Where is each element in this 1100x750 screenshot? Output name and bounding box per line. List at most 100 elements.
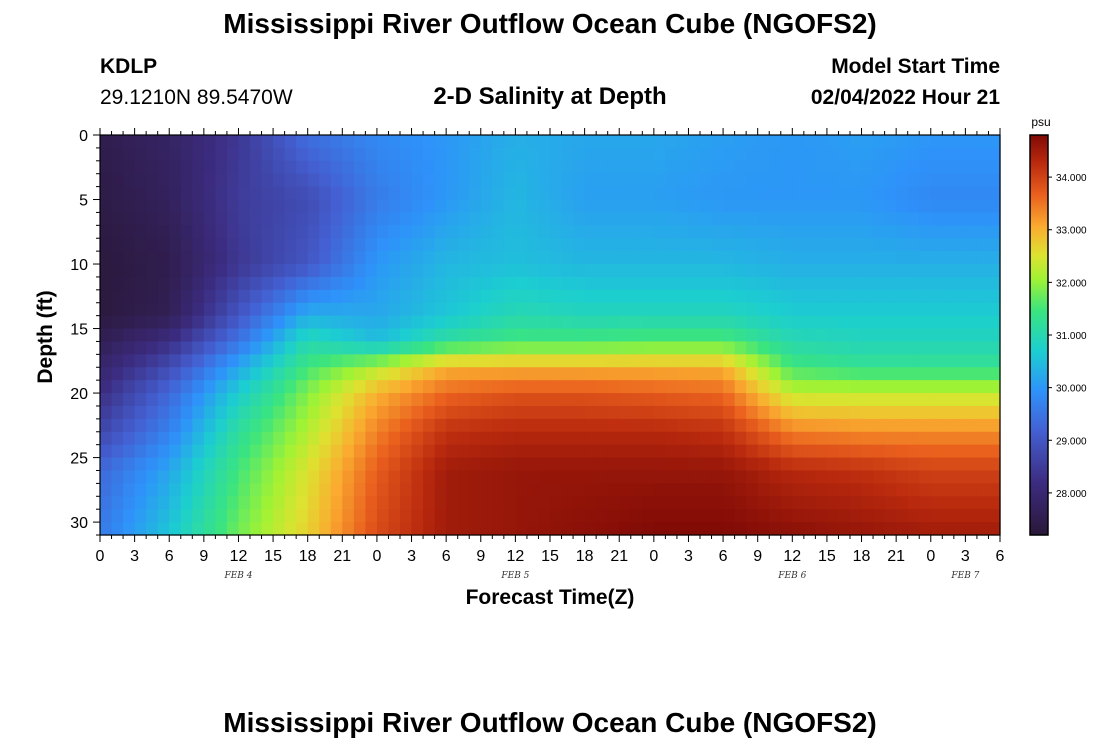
heatmap-cell (873, 199, 886, 214)
heatmap-cell (665, 276, 678, 291)
heatmap-cell (642, 289, 655, 304)
heatmap-cell (284, 251, 297, 265)
heatmap-cell (896, 367, 909, 381)
heatmap-cell (907, 315, 920, 330)
heatmap-cell (515, 367, 528, 381)
heatmap-cell (296, 238, 309, 252)
heatmap-cell (365, 160, 378, 175)
heatmap-cell (226, 354, 240, 368)
heatmap-cell (515, 135, 528, 149)
heatmap-cell (700, 302, 713, 317)
heatmap-cell (873, 405, 886, 420)
heatmap-cell (353, 444, 366, 459)
heatmap-cell (584, 315, 597, 330)
heatmap-cell (353, 160, 366, 175)
heatmap-cell (180, 276, 193, 291)
heatmap-cell (330, 457, 343, 472)
heatmap-cell (573, 276, 586, 291)
heatmap-cell (792, 367, 805, 381)
heatmap-cell (815, 354, 828, 368)
heatmap-cell (180, 341, 193, 355)
heatmap-cell (769, 225, 782, 239)
heatmap-cell (111, 367, 124, 381)
heatmap-cell (584, 328, 597, 343)
heatmap-cell (515, 470, 528, 484)
heatmap-cell (780, 186, 793, 201)
heatmap-cell (457, 289, 470, 304)
heatmap-cell (596, 393, 609, 407)
heatmap-cell (526, 173, 540, 188)
heatmap-cell (746, 444, 759, 459)
heatmap-cell (515, 276, 528, 291)
heatmap-cell (665, 173, 678, 188)
heatmap-cell (123, 522, 136, 536)
y-tick-label: 30 (70, 515, 88, 532)
heatmap-cell (988, 522, 1001, 536)
heatmap-cell (792, 160, 805, 175)
heatmap-cell (469, 522, 482, 536)
heatmap-cell (434, 289, 447, 304)
heatmap-cell (526, 147, 540, 162)
heatmap-cell (850, 199, 863, 214)
heatmap-cell (480, 418, 493, 433)
heatmap-cell (803, 147, 816, 162)
heatmap-cell (296, 367, 309, 381)
heatmap-cell (896, 470, 909, 484)
heatmap-cell (826, 212, 840, 226)
heatmap-cell (365, 431, 378, 446)
heatmap-cell (480, 470, 493, 484)
heatmap-cell (411, 135, 424, 149)
heatmap-cell (803, 186, 816, 201)
heatmap-cell (780, 225, 793, 239)
x-tick-label: 3 (407, 548, 416, 565)
heatmap-cell (261, 367, 274, 381)
heatmap-cell (723, 315, 736, 330)
heatmap-cell (826, 186, 840, 201)
heatmap-cell (619, 160, 632, 175)
heatmap-cell (688, 328, 701, 343)
heatmap-cell (688, 418, 701, 433)
heatmap-cell (896, 173, 909, 188)
heatmap-cell (134, 496, 147, 510)
heatmap-cell (792, 264, 805, 278)
heatmap-cell (873, 444, 886, 459)
heatmap-cell (700, 135, 713, 149)
heatmap-cell (653, 470, 666, 484)
heatmap-cell (700, 457, 713, 472)
heatmap-cell (942, 225, 955, 239)
heatmap-cell (284, 147, 297, 162)
heatmap-cell (157, 302, 170, 317)
heatmap-cell (226, 431, 240, 446)
heatmap-cell (457, 496, 470, 510)
heatmap-cell (526, 457, 540, 472)
heatmap-cell (273, 251, 286, 265)
heatmap-cell (284, 444, 297, 459)
heatmap-cell (526, 276, 540, 291)
heatmap-cell (226, 522, 240, 536)
heatmap-cell (907, 341, 920, 355)
heatmap-cell (907, 302, 920, 317)
heatmap-cell (780, 212, 793, 226)
heatmap-cell (319, 147, 332, 162)
heatmap-cell (642, 509, 655, 523)
heatmap-cell (873, 302, 886, 317)
heatmap-cell (896, 160, 909, 175)
heatmap-cell (330, 496, 343, 510)
heatmap-cell (815, 135, 828, 149)
heatmap-cell (180, 251, 193, 265)
heatmap-cell (642, 251, 655, 265)
heatmap-cell (215, 341, 228, 355)
heatmap-cell (446, 264, 459, 278)
heatmap-cell (573, 328, 586, 343)
heatmap-cell (642, 496, 655, 510)
heatmap-cell (642, 328, 655, 343)
heatmap-cell (550, 380, 563, 394)
heatmap-cell (376, 276, 390, 291)
heatmap-cell (757, 251, 770, 265)
heatmap-cell (376, 354, 390, 368)
heatmap-cell (953, 509, 966, 523)
heatmap-cell (273, 354, 286, 368)
heatmap-cell (400, 173, 413, 188)
heatmap-cell (411, 212, 424, 226)
heatmap-cell (226, 315, 240, 330)
